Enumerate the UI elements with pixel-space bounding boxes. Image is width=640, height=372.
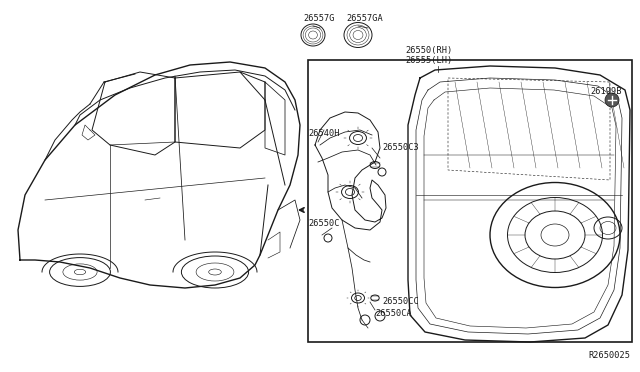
Text: 26557GA: 26557GA (346, 14, 383, 23)
Text: 26550CA: 26550CA (375, 309, 412, 318)
Text: 26550CC: 26550CC (382, 297, 419, 306)
Circle shape (605, 93, 619, 107)
Bar (308, 60, 632, 342)
Text: 26555(LH): 26555(LH) (405, 56, 452, 65)
Text: 26540H: 26540H (308, 129, 339, 138)
Text: 26550C3: 26550C3 (382, 143, 419, 152)
Text: R2650025: R2650025 (588, 351, 630, 360)
Text: 26557G: 26557G (303, 14, 335, 23)
Text: 26199B: 26199B (590, 87, 621, 96)
Text: 26550C: 26550C (308, 219, 339, 228)
Text: 26550(RH): 26550(RH) (405, 46, 452, 55)
